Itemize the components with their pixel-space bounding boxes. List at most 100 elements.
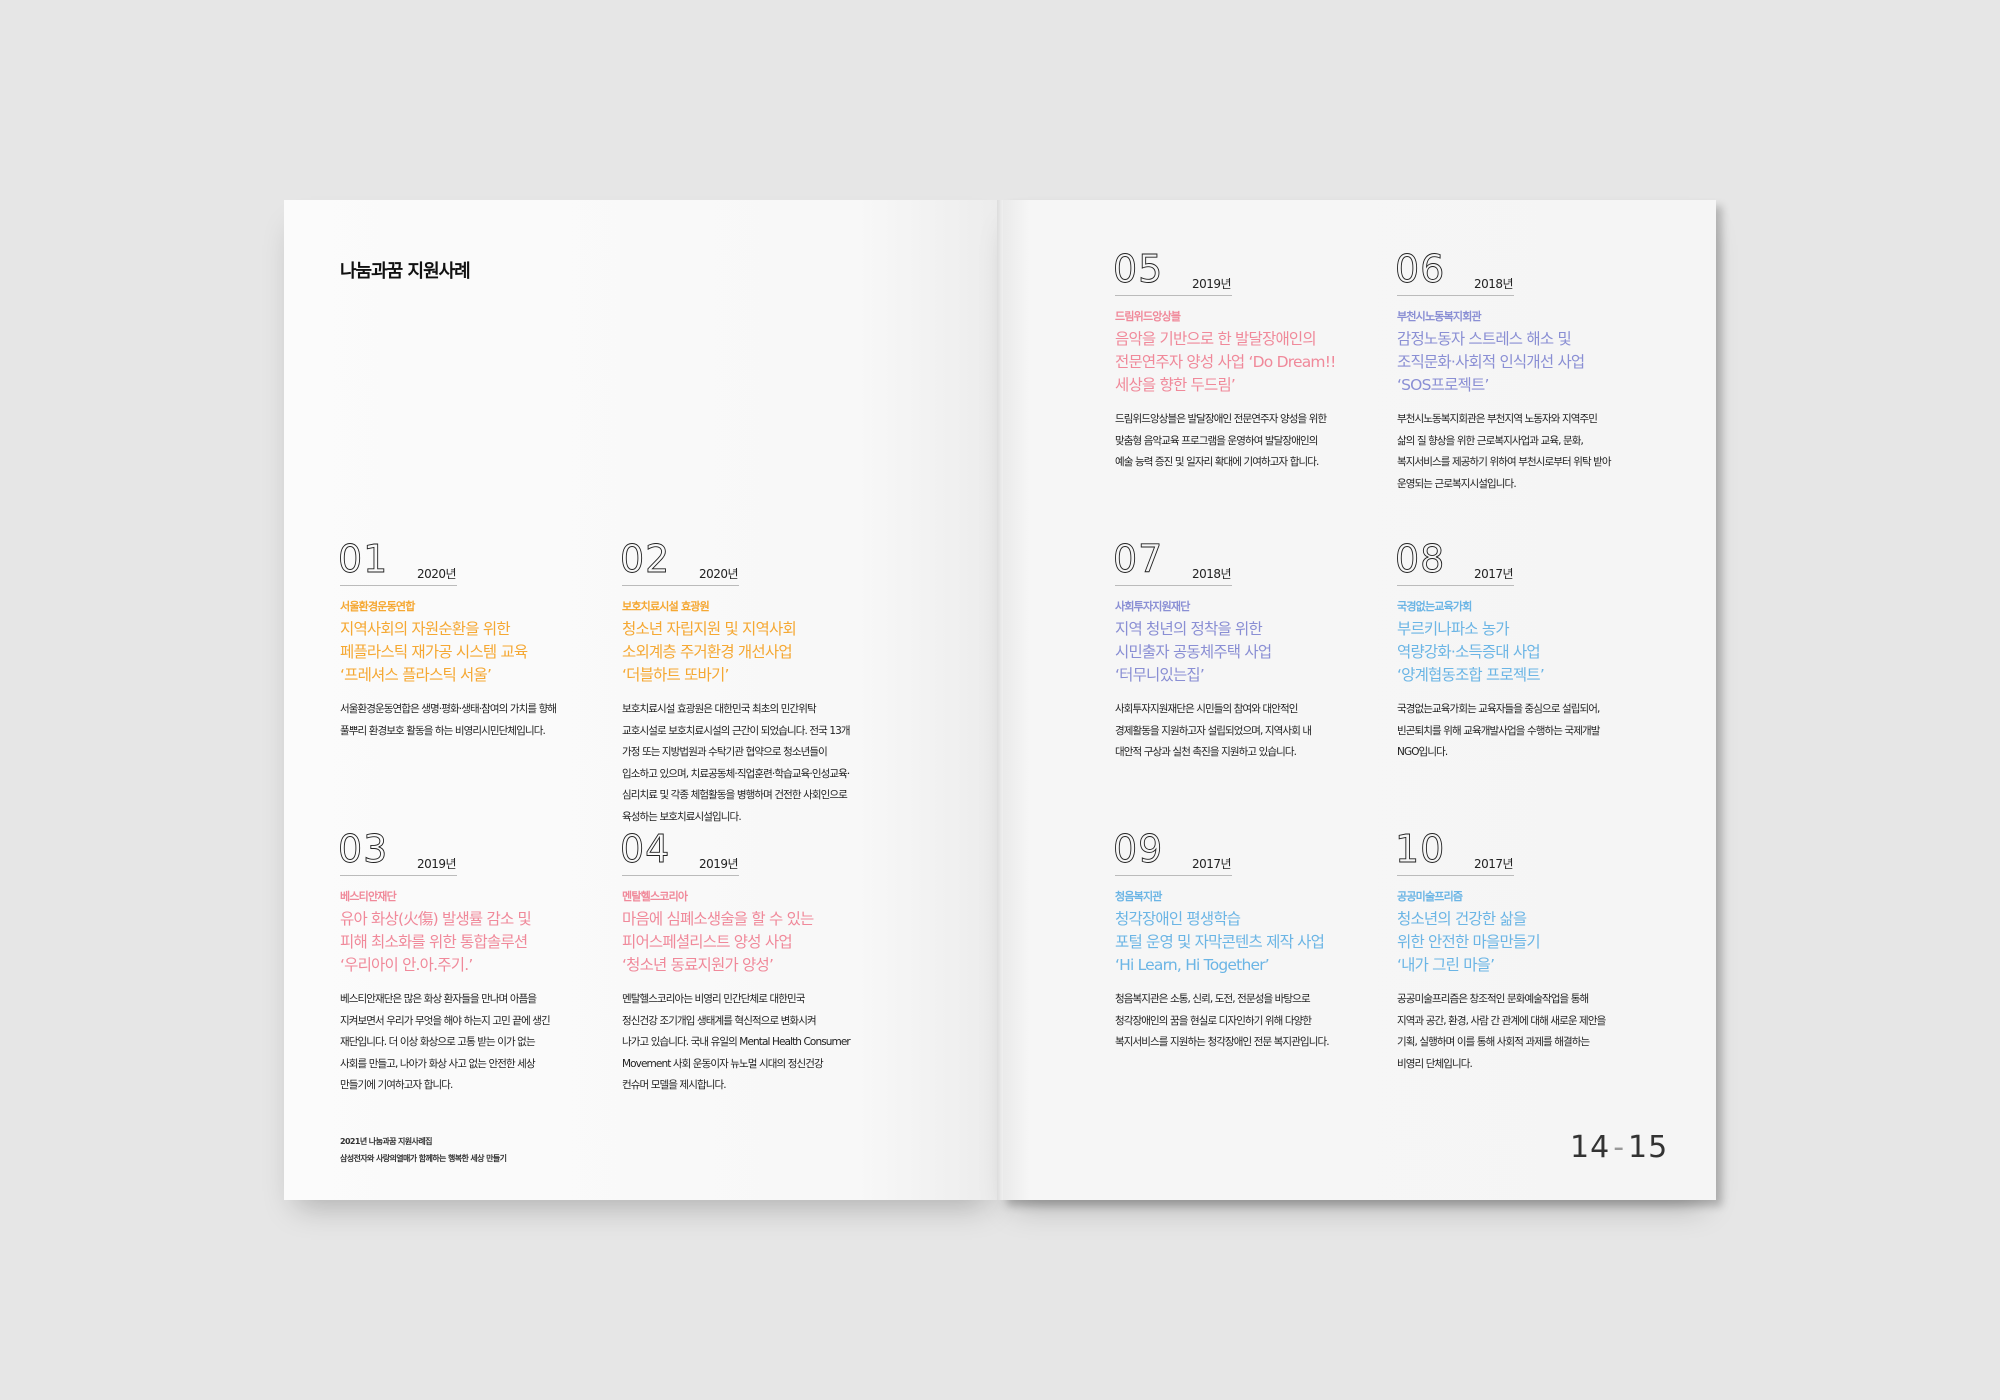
case-description-line: 사회를 만들고, 나아가 화상 사고 없는 안전한 세상: [340, 1057, 536, 1070]
case-number: 07: [1113, 537, 1164, 582]
footer-line-1: 2021년 나눔과꿈 지원사례집: [340, 1137, 432, 1146]
case-header: 09 2017년: [1113, 827, 1232, 876]
case-title-line: ‘양계협동조합 프로젝트’: [1397, 666, 1545, 684]
case-block: 03 2019년 베스티안재단 유아 화상(火傷) 발생률 감소 및 피해 최소화…: [338, 827, 610, 1097]
case-title-line: 역량강화·소득증대 사업: [1397, 643, 1541, 661]
page-number: 14-15: [1570, 1130, 1669, 1165]
case-title: 지역 청년의 정착을 위한 시민출자 공동체주택 사업 ‘터무니있는집’: [1115, 618, 1385, 687]
case-description-line: 서울환경운동연합은 생명·평화·생태·참여의 가치를 향해: [340, 703, 557, 715]
case-description-line: 베스티안재단은 많은 화상 환자들을 만나며 아픔을: [340, 993, 537, 1005]
case-title-line: 소외계층 주거환경 개선사업: [622, 643, 793, 661]
case-title-line: ‘Hi Learn, Hi Together’: [1115, 956, 1270, 974]
case-header: 03 2019년: [338, 827, 457, 876]
case-block: 08 2017년 국경없는교육가회 부르키나파소 농가 역량강화·소득증대 사업 ‘…: [1395, 537, 1667, 764]
case-number: 02: [620, 537, 671, 582]
case-description-line: 비영리 단체입니다.: [1397, 1057, 1473, 1070]
case-organization: 공공미술프리즘: [1397, 890, 1463, 903]
case-year: 2017년: [1474, 567, 1514, 581]
case-title-line: ‘더블하트 또바기’: [622, 666, 729, 684]
case-description-line: 심리치료 및 각종 체험활동을 병행하며 건전한 사회인으로: [622, 789, 848, 801]
case-title-line: 피어스페셜리스트 양성 사업: [622, 933, 793, 951]
case-description-line: 교호시설로 보호치료시설의 근간이 되었습니다. 전국 13개: [622, 724, 851, 737]
case-number: 03: [338, 827, 389, 872]
book-gutter: [997, 200, 1003, 1200]
case-description-line: 사회투자지원재단은 시민들의 참여와 대안적인: [1115, 703, 1298, 715]
case-year: 2019년: [1192, 277, 1232, 291]
case-title: 음악을 기반으로 한 발달장애인의 전문연주자 양성 사업 ‘Do Dream!!…: [1115, 328, 1385, 397]
case-title-line: 위한 안전한 마을만들기: [1397, 933, 1541, 951]
case-description-line: 운영되는 근로복지시설입니다.: [1397, 477, 1517, 490]
footer-line-2: 삼성전자와 사랑의열매가 함께하는 행복한 세상 만들기: [340, 1154, 507, 1163]
case-description: 국경없는교육가회는 교육자들을 중심으로 설립되어, 빈곤퇴치를 위해 교육개발사…: [1397, 699, 1667, 764]
case-description: 드림위드앙상블은 발달장애인 전문연주자 양성을 위한 맞춤형 음악교육 프로그램…: [1115, 409, 1385, 474]
case-title: 청각장애인 평생학습 포털 운영 및 자막콘텐츠 제작 사업 ‘Hi Learn, …: [1115, 908, 1385, 977]
case-block: 01 2020년 서울환경운동연합 지역사회의 자원순환을 위한 페플라스틱 재가…: [338, 537, 610, 742]
left-page: [284, 200, 999, 1200]
case-number: 01: [338, 537, 389, 582]
case-description-line: 만들기에 기여하고자 합니다.: [340, 1079, 453, 1091]
case-description-line: Movement 사회 운동이자 뉴노멀 시대의 정신건강: [622, 1057, 824, 1070]
case-description-line: 국경없는교육가회는 교육자들을 중심으로 설립되어,: [1397, 703, 1600, 715]
case-title-line: 청소년 자립지원 및 지역사회: [622, 620, 797, 638]
case-description-line: 드림위드앙상블은 발달장애인 전문연주자 양성을 위한: [1115, 413, 1327, 425]
case-year: 2018년: [1474, 277, 1514, 291]
case-header: 07 2018년: [1113, 537, 1232, 586]
case-title-line: 조직문화·사회적 인식개선 사업: [1397, 353, 1585, 371]
case-organization: 서울환경운동연합: [340, 600, 415, 613]
case-number: 05: [1113, 247, 1164, 292]
case-description: 베스티안재단은 많은 화상 환자들을 만나며 아픔을 지켜보면서 우리가 무엇을 …: [340, 989, 610, 1097]
case-title-line: 전문연주자 양성 사업 ‘Do Dream!!: [1115, 353, 1336, 371]
case-description-line: 빈곤퇴치를 위해 교육개발사업을 수행하는 국제개발: [1397, 724, 1600, 737]
case-block: 06 2018년 부천시노동복지회관 감정노동자 스트레스 해소 및 조직문화·사…: [1395, 247, 1667, 495]
case-description-line: 부천시노동복지회관은 부천지역 노동자와 지역주민: [1397, 413, 1598, 425]
case-description-line: 기획, 실행하며 이를 통해 사회적 과제를 해결하는: [1397, 1036, 1590, 1048]
case-title: 유아 화상(火傷) 발생률 감소 및 피해 최소화를 위한 통합솔루션 ‘우리아이 …: [340, 908, 610, 977]
case-year: 2019년: [699, 857, 739, 871]
case-description-line: 컨슈머 모델을 제시합니다.: [622, 1079, 727, 1091]
case-block: 09 2017년 청음복지관 청각장애인 평생학습 포털 운영 및 자막콘텐츠 제…: [1113, 827, 1385, 1054]
case-number: 04: [620, 827, 671, 872]
case-title-line: ‘내가 그린 마을’: [1397, 956, 1495, 974]
case-description-line: 공공미술프리즘은 창조적인 문화예술작업을 통해: [1397, 993, 1589, 1005]
case-title-line: 감정노동자 스트레스 해소 및: [1397, 330, 1572, 348]
case-title-line: ‘청소년 동료지원가 양성’: [622, 956, 774, 974]
case-title-line: 청각장애인 평생학습: [1115, 910, 1241, 928]
case-description-line: 복지서비스를 지원하는 청각장애인 전문 복지관입니다.: [1115, 1036, 1330, 1048]
case-organization: 보호치료시설 효광원: [622, 600, 710, 613]
case-description: 공공미술프리즘은 창조적인 문화예술작업을 통해 지역과 공간, 환경, 사람 간…: [1397, 989, 1667, 1075]
case-description-line: 삶의 질 향상을 위한 근로복지사업과 교육, 문화,: [1397, 434, 1584, 447]
case-year: 2020년: [417, 567, 457, 581]
case-title-line: 세상을 향한 두드림’: [1115, 376, 1236, 394]
case-title: 부르키나파소 농가 역량강화·소득증대 사업 ‘양계협동조합 프로젝트’: [1397, 618, 1667, 687]
case-title-line: 지역 청년의 정착을 위한: [1115, 620, 1263, 638]
case-organization: 국경없는교육가회: [1397, 600, 1472, 613]
page-number-left: 14: [1570, 1130, 1611, 1165]
case-title-line: 페플라스틱 재가공 시스템 교육: [340, 643, 528, 661]
page-number-right: 15: [1628, 1130, 1669, 1165]
case-organization: 부천시노동복지회관: [1397, 310, 1482, 323]
case-year: 2019년: [417, 857, 457, 871]
case-title-line: 마음에 심폐소생술을 할 수 있는: [622, 910, 814, 928]
case-block: 04 2019년 멘탈헬스코리아 마음에 심폐소생술을 할 수 있는 피어스페셜리…: [620, 827, 892, 1097]
case-title-line: 청소년의 건강한 삶을: [1397, 910, 1527, 928]
case-block: 05 2019년 드림위드앙상블 음악을 기반으로 한 발달장애인의 전문연주자 …: [1113, 247, 1385, 474]
case-title-line: ‘우리아이 안.아.주기.’: [340, 956, 473, 974]
case-description-line: 복지서비스를 제공하기 위하여 부천시로부터 위탁 받아: [1397, 456, 1612, 468]
right-page: [1001, 200, 1716, 1200]
case-organization: 베스티안재단: [340, 890, 397, 903]
case-description-line: 예술 능력 증진 및 일자리 확대에 기여하고자 합니다.: [1115, 456, 1319, 468]
case-header: 05 2019년: [1113, 247, 1232, 296]
case-organization: 드림위드앙상블: [1115, 310, 1181, 323]
case-description-line: 청각장애인의 꿈을 현실로 디자인하기 위해 다양한: [1115, 1014, 1312, 1027]
case-description-line: NGO입니다.: [1397, 746, 1448, 758]
case-year: 2017년: [1192, 857, 1232, 871]
case-title: 지역사회의 자원순환을 위한 페플라스틱 재가공 시스템 교육 ‘프레셔스 플라스틱…: [340, 618, 610, 687]
case-description-line: 청음복지관은 소통, 신뢰, 도전, 전문성을 바탕으로: [1115, 993, 1311, 1005]
case-year: 2020년: [699, 567, 739, 581]
